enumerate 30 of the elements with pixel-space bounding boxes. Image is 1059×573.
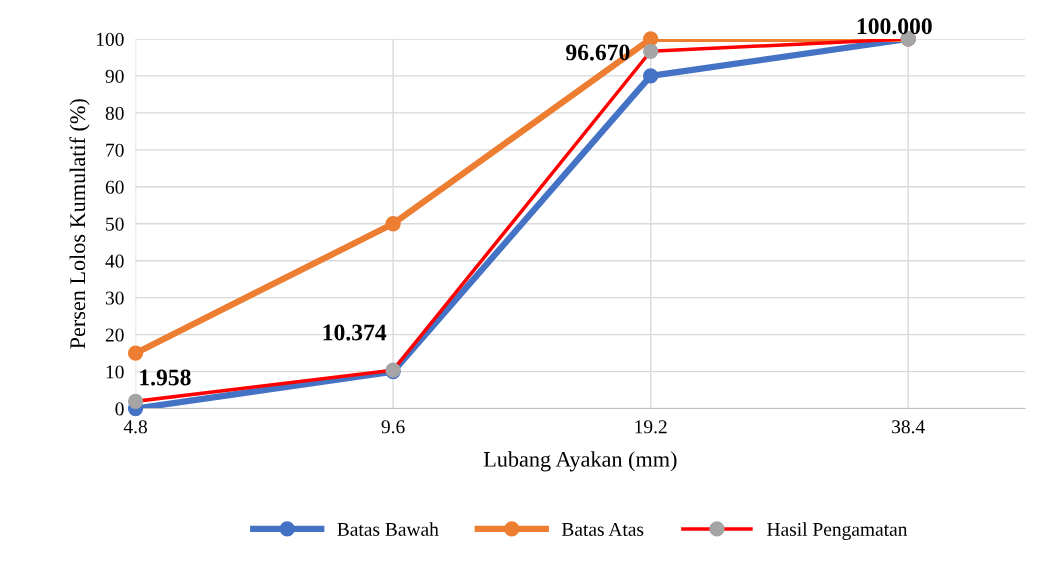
data-label: 1.958 bbox=[140, 369, 191, 386]
legend-label: Hasil Pengamatan bbox=[767, 522, 908, 540]
x-tick-label: 19.2 bbox=[635, 420, 667, 434]
y-tick-label: 70 bbox=[106, 143, 124, 157]
data-label: 100.000 bbox=[857, 18, 932, 35]
x-axis-title: Lubang Ayakan (mm) bbox=[483, 451, 677, 472]
y-tick-label: 50 bbox=[106, 217, 124, 231]
y-tick-label: 80 bbox=[105, 106, 124, 120]
y-tick-label: 20 bbox=[105, 328, 124, 342]
y-axis-title: Persen Lolos Kumulatif (%) bbox=[69, 99, 90, 349]
y-tick-label: 90 bbox=[105, 69, 124, 83]
y-tick-label: 100 bbox=[96, 32, 124, 46]
point bbox=[127, 345, 144, 361]
data-label: 10.374 bbox=[323, 324, 387, 341]
x-tick-label: 4.8 bbox=[123, 420, 147, 434]
point bbox=[127, 393, 144, 409]
y-tick-label: 30 bbox=[105, 291, 124, 305]
legend-label: Batas Bawah bbox=[337, 522, 439, 536]
point bbox=[385, 216, 401, 232]
y-tick-label: 60 bbox=[105, 180, 124, 194]
x-tick-label: 38.4 bbox=[892, 420, 925, 434]
y-tick-label: 10 bbox=[106, 365, 124, 379]
y-tick-label: 40 bbox=[105, 254, 124, 268]
y-tick-label: 0 bbox=[115, 402, 124, 416]
point bbox=[643, 43, 659, 59]
legend-label: Batas Atas bbox=[561, 522, 644, 536]
point bbox=[643, 68, 659, 84]
data-label: 96.670 bbox=[566, 44, 630, 61]
point bbox=[643, 31, 659, 47]
x-tick-label: 9.6 bbox=[381, 420, 405, 434]
